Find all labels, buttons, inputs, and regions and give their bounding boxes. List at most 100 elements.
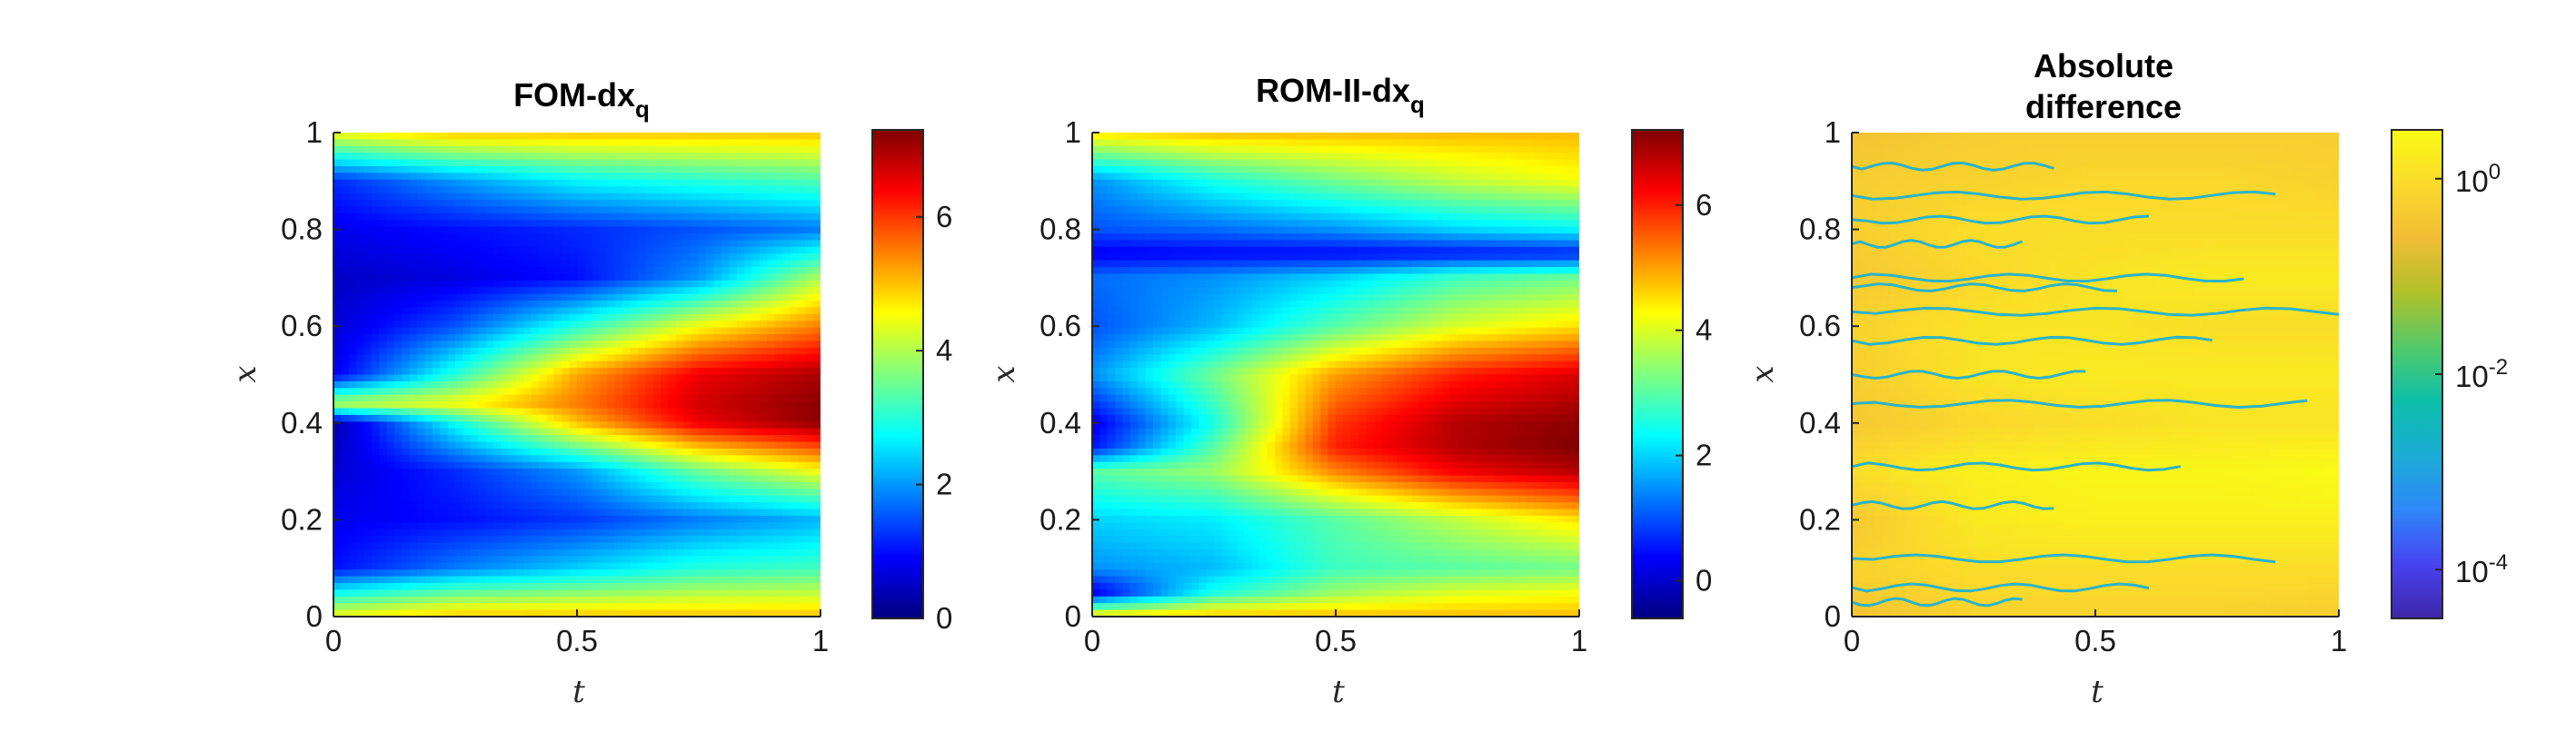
heatmap-cell: [790, 307, 799, 315]
heatmap-cell: [1564, 133, 1573, 140]
heatmap-cell: [592, 368, 601, 376]
heatmap-cell: [790, 569, 799, 578]
heatmap-cell: [721, 548, 731, 557]
heatmap-cell: [706, 380, 715, 389]
heatmap-cell: [1503, 145, 1512, 153]
heatmap-cell: [508, 469, 517, 477]
heatmap-cell: [348, 536, 357, 544]
heatmap-cell: [790, 347, 799, 355]
heatmap-cell: [394, 374, 403, 382]
heatmap-cell: [424, 469, 433, 477]
heatmap-cell: [508, 603, 517, 611]
heatmap-cell: [592, 179, 601, 187]
heatmap-cell: [767, 522, 776, 530]
heatmap-cell: [363, 139, 373, 147]
heatmap-cell: [409, 220, 418, 228]
heatmap-cell: [592, 603, 601, 611]
heatmap-cell: [546, 495, 555, 503]
heatmap-cell: [523, 556, 532, 564]
heatmap-cell: [553, 548, 562, 557]
heatmap-cell: [706, 260, 715, 268]
heatmap-cell: [462, 556, 472, 564]
heatmap-cell: [1434, 133, 1443, 140]
heatmap-cell: [1198, 133, 1208, 140]
heatmap-cell: [569, 408, 578, 416]
heatmap-cell: [805, 139, 814, 147]
heatmap-cell: [478, 273, 487, 282]
heatmap-cell: [805, 548, 814, 557]
heatmap-cell: [577, 556, 585, 564]
heatmap-cell: [782, 226, 791, 234]
heatmap-cell: [592, 293, 601, 301]
heatmap-cell: [1343, 145, 1352, 153]
heatmap-cell: [409, 301, 418, 309]
heatmap-cell: [508, 260, 517, 268]
heatmap-cell: [790, 394, 799, 402]
heatmap-cell: [668, 603, 677, 611]
heatmap-cell: [736, 327, 745, 335]
heatmap-cell: [531, 220, 540, 228]
heatmap-cell: [744, 293, 753, 301]
heatmap-cell: [774, 441, 783, 450]
heatmap-cell: [614, 596, 623, 604]
heatmap-cell: [713, 267, 722, 275]
heatmap-cell: [675, 461, 684, 469]
heatmap-cell: [531, 293, 540, 301]
heatmap-cell: [683, 246, 692, 254]
heatmap-cell: [478, 502, 487, 510]
heatmap-cell: [455, 542, 463, 550]
heatmap-cell: [531, 280, 540, 288]
heatmap-cell: [797, 139, 806, 147]
heatmap-cell: [729, 481, 738, 489]
heatmap-cell: [1244, 166, 1253, 174]
heatmap-cell: [736, 529, 745, 537]
heatmap-cell: [523, 139, 532, 147]
heatmap-cell: [577, 301, 585, 309]
heatmap-cell: [760, 548, 768, 557]
heatmap-cell: [462, 206, 472, 214]
heatmap-cell: [386, 414, 395, 422]
heatmap-cell: [417, 280, 426, 288]
heatmap-cell: [607, 461, 616, 469]
heatmap-cell: [622, 287, 632, 295]
heatmap-cell: [760, 166, 768, 174]
heatmap-cell: [1312, 166, 1321, 174]
heatmap-cell: [1115, 153, 1124, 161]
heatmap-cell: [592, 280, 601, 288]
heatmap-cell: [706, 455, 715, 463]
heatmap-cell: [356, 361, 365, 369]
heatmap-cell: [455, 301, 463, 309]
heatmap-cell: [812, 153, 821, 161]
heatmap-cell: [645, 536, 654, 544]
heatmap-cell: [409, 569, 418, 578]
heatmap-cell: [577, 173, 585, 181]
heatmap-cell: [797, 347, 806, 355]
heatmap-cell: [478, 469, 487, 477]
heatmap-cell: [638, 475, 646, 483]
heatmap-cells: [1092, 133, 1579, 617]
heatmap-cell: [553, 273, 562, 282]
heatmap-cell: [706, 502, 715, 510]
heatmap-cell: [432, 509, 441, 517]
heatmap-cell: [661, 133, 670, 140]
heatmap-cell: [600, 327, 609, 335]
heatmap-cell: [417, 522, 426, 530]
heatmap-cell: [729, 273, 738, 282]
heatmap-cell: [508, 145, 517, 153]
heatmap-cell: [455, 166, 463, 174]
heatmap-cell: [668, 556, 677, 564]
heatmap-cell: [409, 435, 418, 443]
heatmap-cell: [386, 589, 395, 598]
heatmap-cell: [447, 556, 456, 564]
colorbar-tick-label: 6: [936, 200, 952, 233]
heatmap-cell: [774, 220, 783, 228]
heatmap-cell: [812, 502, 821, 510]
heatmap-cell: [675, 273, 684, 282]
heatmap-cell: [501, 401, 510, 410]
heatmap-cell: [767, 220, 776, 228]
heatmap-cell: [409, 542, 418, 550]
heatmap-cell: [600, 562, 609, 570]
heatmap-cell: [333, 347, 342, 355]
heatmap-cell: [417, 475, 426, 483]
